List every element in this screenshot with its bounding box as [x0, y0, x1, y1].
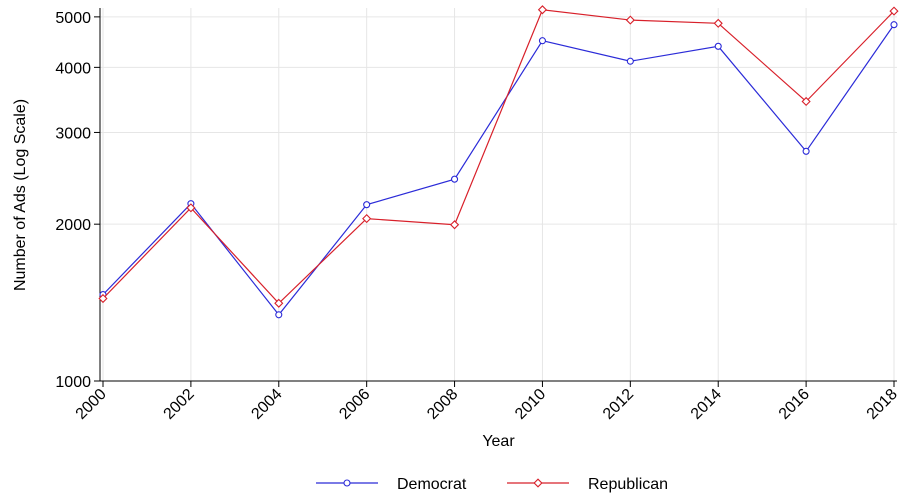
republican-data-point — [362, 214, 372, 224]
democrat-data-point — [451, 175, 459, 183]
democrat-data-point — [890, 21, 898, 29]
democrat-data-point — [538, 37, 546, 45]
democrat-data-point — [363, 201, 371, 209]
republican-data-point — [98, 293, 108, 304]
x-axis-title: Year — [482, 433, 515, 450]
democrat-data-point — [714, 42, 722, 50]
y-tick-label: 3000 — [55, 125, 91, 142]
republican-data-point — [537, 5, 548, 15]
republican-data-point — [713, 18, 723, 28]
republican-data-point — [625, 15, 635, 25]
y-tick-label: 2000 — [55, 217, 91, 234]
republican-data-point — [801, 96, 811, 107]
democrat-legend-label: Democrat — [397, 476, 467, 493]
y-axis-title: Number of Ads (Log Scale) — [12, 99, 29, 291]
gridlines — [100, 8, 897, 382]
series-lines — [98, 5, 899, 319]
republican-legend-marker — [533, 478, 543, 488]
republican-data-point — [889, 6, 899, 16]
republican-data-point — [186, 203, 196, 213]
democrat-data-point — [626, 57, 634, 65]
y-tick-label: 5000 — [55, 10, 91, 27]
legend: Democrat Republican — [316, 476, 668, 493]
republican-data-point — [274, 298, 284, 308]
democrat-data-point — [275, 311, 283, 319]
democrat-legend-marker — [343, 479, 351, 487]
republican-data-point — [449, 220, 460, 230]
democrat-data-point — [802, 147, 810, 155]
republican-series-line — [102, 9, 895, 305]
y-tick-label: 4000 — [55, 60, 91, 77]
y-tick-label: 1000 — [55, 374, 91, 391]
democrat-series-line — [102, 24, 895, 316]
republican-legend-label: Republican — [588, 476, 668, 493]
